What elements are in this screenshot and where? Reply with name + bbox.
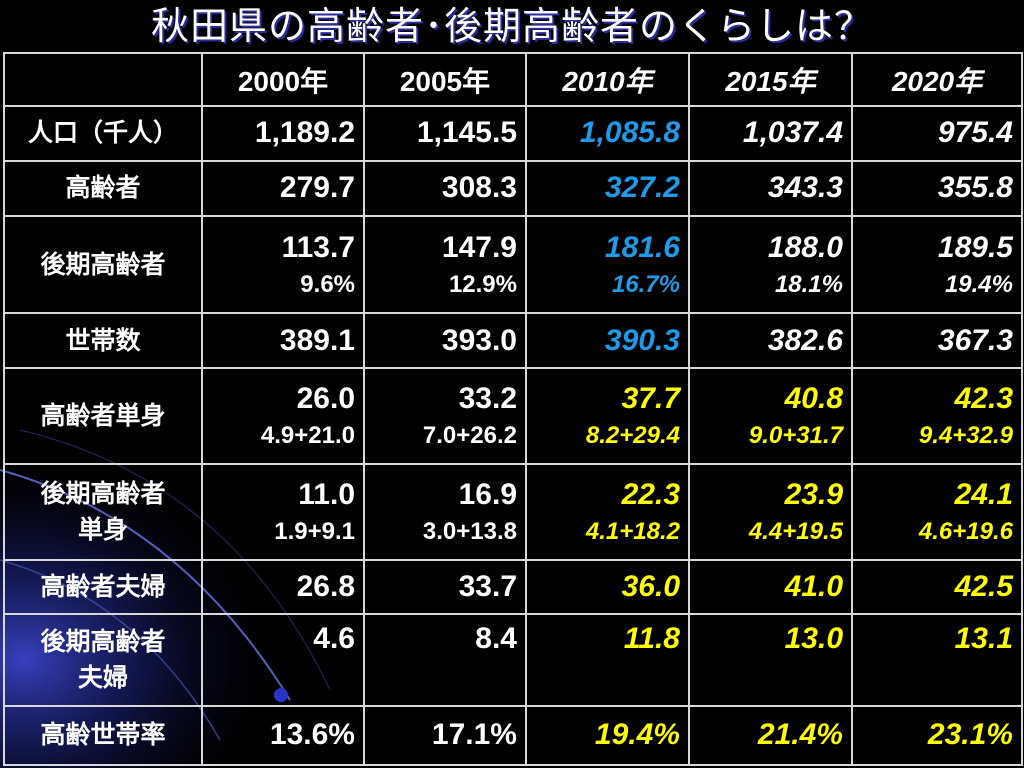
cell-2010: 1,085.8 [525,105,690,162]
cell-2005: 8.4 [363,613,527,707]
cell-2005: 393.0 [363,312,527,370]
cell-2000: 1,189.2 [201,105,365,162]
cell-2015: 1,037.4 [688,105,853,162]
cell-2000: 389.1 [201,312,365,370]
table-row-late-elderly-couple: 後期高齢者 夫婦 4.6 8.4 11.8 13.0 13.1 [3,613,1023,707]
cell-2000: 26.0 4.9+21.0 [201,367,365,465]
row-label: 世帯数 [3,312,203,370]
table-row-elderly-single: 高齢者単身 26.0 4.9+21.0 33.2 7.0+26.2 37.7 8.2+… [3,367,1023,465]
header-2015: 2015年 [688,52,853,107]
cell-2005: 33.7 [363,558,527,616]
table-row-elderly-household-rate: 高齢世帯率 13.6% 17.1% 19.4% 21.4% 23.1% [3,704,1023,767]
cell-2020: 367.3 [851,312,1023,370]
cell-2010: 19.4% [525,704,690,767]
cell-2005: 1,145.5 [363,105,527,162]
row-label: 後期高齢者 夫婦 [3,613,203,707]
cell-2015: 23.9 4.4+19.5 [688,462,853,561]
cell-2005: 16.9 3.0+13.8 [363,462,527,561]
row-label: 人口（千人） [3,105,203,162]
cell-2015: 41.0 [688,558,853,616]
header-2020: 2020年 [851,52,1023,107]
header-corner [3,52,203,107]
cell-2000: 279.7 [201,159,365,217]
table-row-late-elderly-single: 後期高齢者 単身 11.0 1.9+9.1 16.9 3.0+13.8 22.3 4.1… [3,462,1023,561]
cell-2015: 13.0 [688,613,853,707]
row-label: 高齢世帯率 [3,704,203,767]
header-2005: 2005年 [363,52,527,107]
cell-2015: 21.4% [688,704,853,767]
header-2000: 2000年 [201,52,365,107]
row-label: 後期高齢者 単身 [3,462,203,561]
cell-2010: 181.6 16.7% [525,214,690,315]
cell-2020: 24.1 4.6+19.6 [851,462,1023,561]
cell-2015: 382.6 [688,312,853,370]
header-2010: 2010年 [525,52,690,107]
cell-2020: 13.1 [851,613,1023,707]
cell-2010: 327.2 [525,159,690,217]
row-label: 高齢者 [3,159,203,217]
cell-2005: 147.9 12.9% [363,214,527,315]
data-table: 2000年 2005年 2010年 2015年 2020年 人口（千人） 1,1… [3,52,1023,767]
header-row: 2000年 2005年 2010年 2015年 2020年 [3,52,1023,107]
cell-2020: 42.3 9.4+32.9 [851,367,1023,465]
cell-2020: 355.8 [851,159,1023,217]
table-row-late-elderly: 後期高齢者 113.7 9.6% 147.9 12.9% 181.6 16.7% 18… [3,214,1023,315]
cell-2005: 17.1% [363,704,527,767]
cell-2000: 4.6 [201,613,365,707]
row-label: 高齢者単身 [3,367,203,465]
cell-2000: 13.6% [201,704,365,767]
cell-2010: 36.0 [525,558,690,616]
table-row-elderly-couple: 高齢者夫婦 26.8 33.7 36.0 41.0 42.5 [3,558,1023,616]
cell-2010: 390.3 [525,312,690,370]
cell-2000: 11.0 1.9+9.1 [201,462,365,561]
table-row-population: 人口（千人） 1,189.2 1,145.5 1,085.8 1,037.4 9… [3,105,1023,162]
cell-2000: 113.7 9.6% [201,214,365,315]
cell-2015: 40.8 9.0+31.7 [688,367,853,465]
cell-2005: 33.2 7.0+26.2 [363,367,527,465]
cell-2005: 308.3 [363,159,527,217]
table-row-households: 世帯数 389.1 393.0 390.3 382.6 367.3 [3,312,1023,370]
cell-2010: 11.8 [525,613,690,707]
cell-2015: 188.0 18.1% [688,214,853,315]
cell-2020: 189.5 19.4% [851,214,1023,315]
row-label: 後期高齢者 [3,214,203,315]
cell-2020: 23.1% [851,704,1023,767]
cell-2000: 26.8 [201,558,365,616]
cell-2010: 37.7 8.2+29.4 [525,367,690,465]
page-title: 秋田県の高齢者･後期高齢者のくらしは？ [150,4,873,48]
cell-2020: 975.4 [851,105,1023,162]
table-row-elderly: 高齢者 279.7 308.3 327.2 343.3 355.8 [3,159,1023,217]
cell-2015: 343.3 [688,159,853,217]
row-label: 高齢者夫婦 [3,558,203,616]
cell-2010: 22.3 4.1+18.2 [525,462,690,561]
cell-2020: 42.5 [851,558,1023,616]
